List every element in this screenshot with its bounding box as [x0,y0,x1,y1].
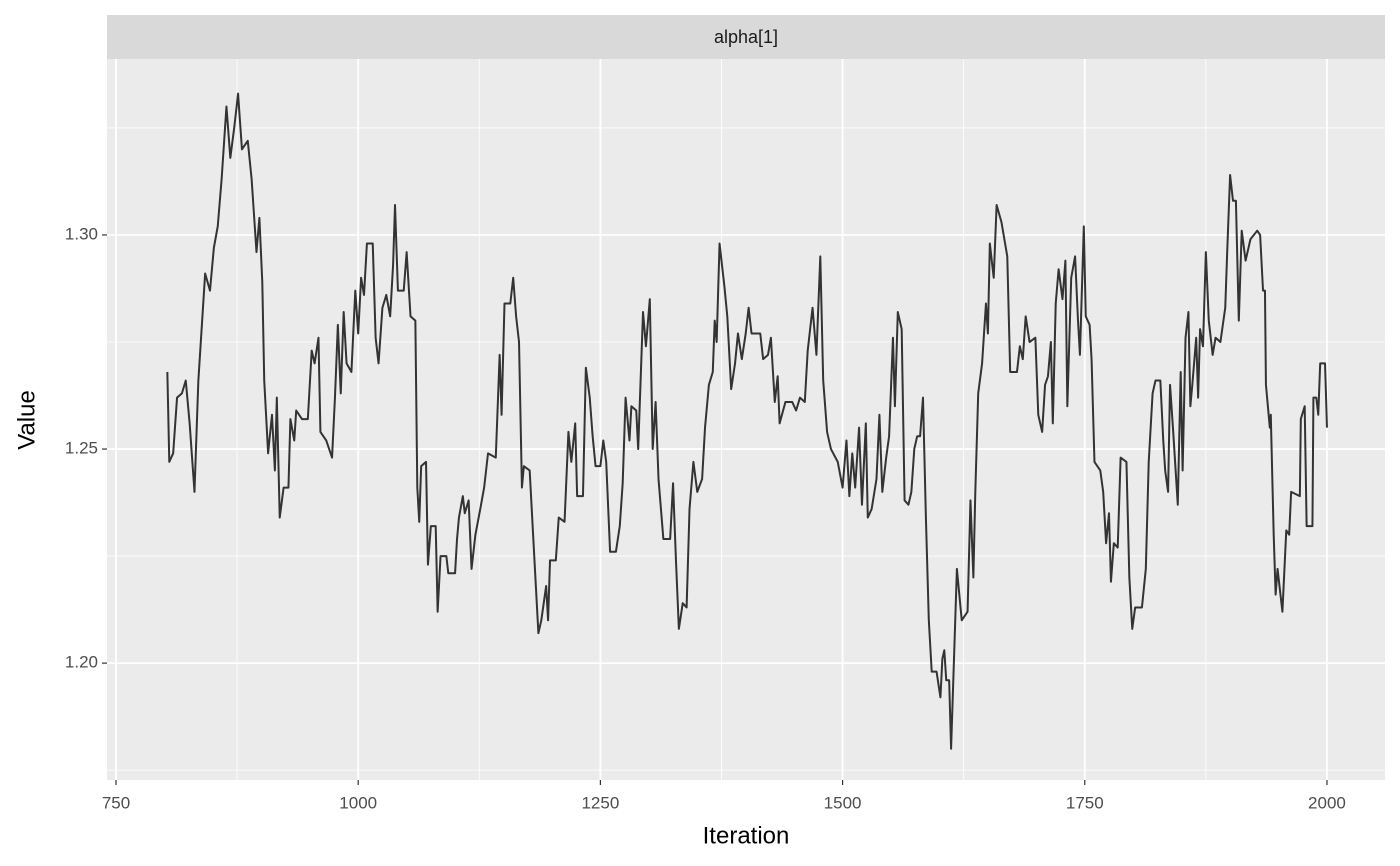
x-tick-label: 1500 [824,793,862,812]
x-tick-label: 1000 [339,793,377,812]
y-tick-label: 1.25 [65,439,98,458]
y-axis-title: Value [13,390,40,450]
x-tick-label: 2000 [1308,793,1346,812]
y-tick-label: 1.30 [65,224,98,243]
y-tick-label: 1.20 [65,653,98,672]
facet-strip [107,15,1385,59]
x-tick-label: 1250 [581,793,619,812]
strip-title: alpha[1] [714,27,778,47]
x-axis-title: Iteration [703,822,790,849]
panel-background [107,59,1385,780]
trace-line [166,92,1328,750]
x-tick-label: 750 [102,793,130,812]
grid [107,59,1385,780]
marks [166,92,1328,750]
x-tick-label: 1750 [1066,793,1104,812]
